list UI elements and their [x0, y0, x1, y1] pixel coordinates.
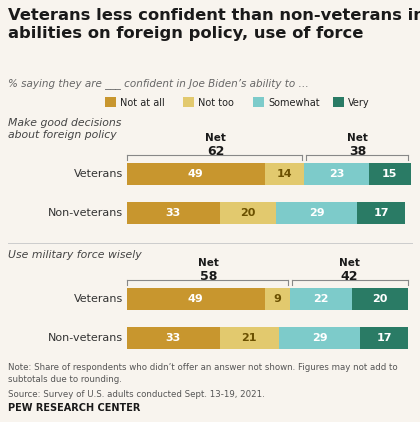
Bar	[220, 202, 276, 224]
Text: 42: 42	[340, 270, 358, 283]
Bar	[352, 288, 408, 310]
Text: Very: Very	[348, 98, 370, 108]
Text: Not too: Not too	[198, 98, 234, 108]
Bar	[290, 288, 352, 310]
Text: PEW RESEARCH CENTER: PEW RESEARCH CENTER	[8, 403, 140, 413]
Text: Net: Net	[347, 133, 368, 143]
Bar	[183, 97, 194, 107]
Text: 38: 38	[349, 145, 366, 158]
Text: Use military force wisely: Use military force wisely	[8, 250, 142, 260]
Text: Net: Net	[339, 258, 360, 268]
Text: Veterans: Veterans	[74, 169, 123, 179]
Bar	[220, 327, 279, 349]
Text: 49: 49	[188, 294, 204, 304]
Text: 21: 21	[241, 333, 257, 343]
Text: Make good decisions
about foreign policy: Make good decisions about foreign policy	[8, 118, 121, 141]
Text: 62: 62	[207, 145, 224, 158]
Bar	[276, 202, 357, 224]
Text: Note: Share of respondents who didn’t offer an answer not shown. Figures may not: Note: Share of respondents who didn’t of…	[8, 363, 398, 384]
Text: 15: 15	[382, 169, 397, 179]
Bar	[127, 288, 265, 310]
Text: 17: 17	[373, 208, 389, 218]
Text: 49: 49	[188, 169, 204, 179]
Bar	[253, 97, 264, 107]
Text: 22: 22	[313, 294, 328, 304]
Bar	[265, 163, 304, 185]
Text: 23: 23	[329, 169, 344, 179]
Text: 33: 33	[166, 208, 181, 218]
Bar	[360, 327, 408, 349]
Text: Non-veterans: Non-veterans	[48, 333, 123, 343]
Bar	[265, 288, 290, 310]
Text: Somewhat: Somewhat	[268, 98, 320, 108]
Text: Source: Survey of U.S. adults conducted Sept. 13-19, 2021.: Source: Survey of U.S. adults conducted …	[8, 390, 265, 399]
Bar	[127, 202, 220, 224]
Bar	[333, 97, 344, 107]
Text: 29: 29	[309, 208, 325, 218]
Text: Not at all: Not at all	[120, 98, 165, 108]
Text: Veterans less confident than non-veterans in Biden’s
abilities on foreign policy: Veterans less confident than non-veteran…	[8, 8, 420, 41]
Text: Non-veterans: Non-veterans	[48, 208, 123, 218]
Text: 33: 33	[166, 333, 181, 343]
Text: 9: 9	[273, 294, 281, 304]
Bar	[279, 327, 360, 349]
Text: Net: Net	[205, 133, 226, 143]
Bar	[369, 163, 411, 185]
Text: Veterans: Veterans	[74, 294, 123, 304]
Text: 58: 58	[200, 270, 217, 283]
Text: 14: 14	[276, 169, 292, 179]
Text: 20: 20	[372, 294, 388, 304]
Text: 17: 17	[376, 333, 392, 343]
Bar	[127, 327, 220, 349]
Text: 20: 20	[240, 208, 255, 218]
Bar	[357, 202, 405, 224]
Text: % saying they are ___ confident in Joe Biden’s ability to …: % saying they are ___ confident in Joe B…	[8, 78, 309, 89]
Bar	[105, 97, 116, 107]
Bar	[127, 163, 265, 185]
Text: 29: 29	[312, 333, 327, 343]
Text: Net: Net	[198, 258, 219, 268]
Bar	[304, 163, 369, 185]
